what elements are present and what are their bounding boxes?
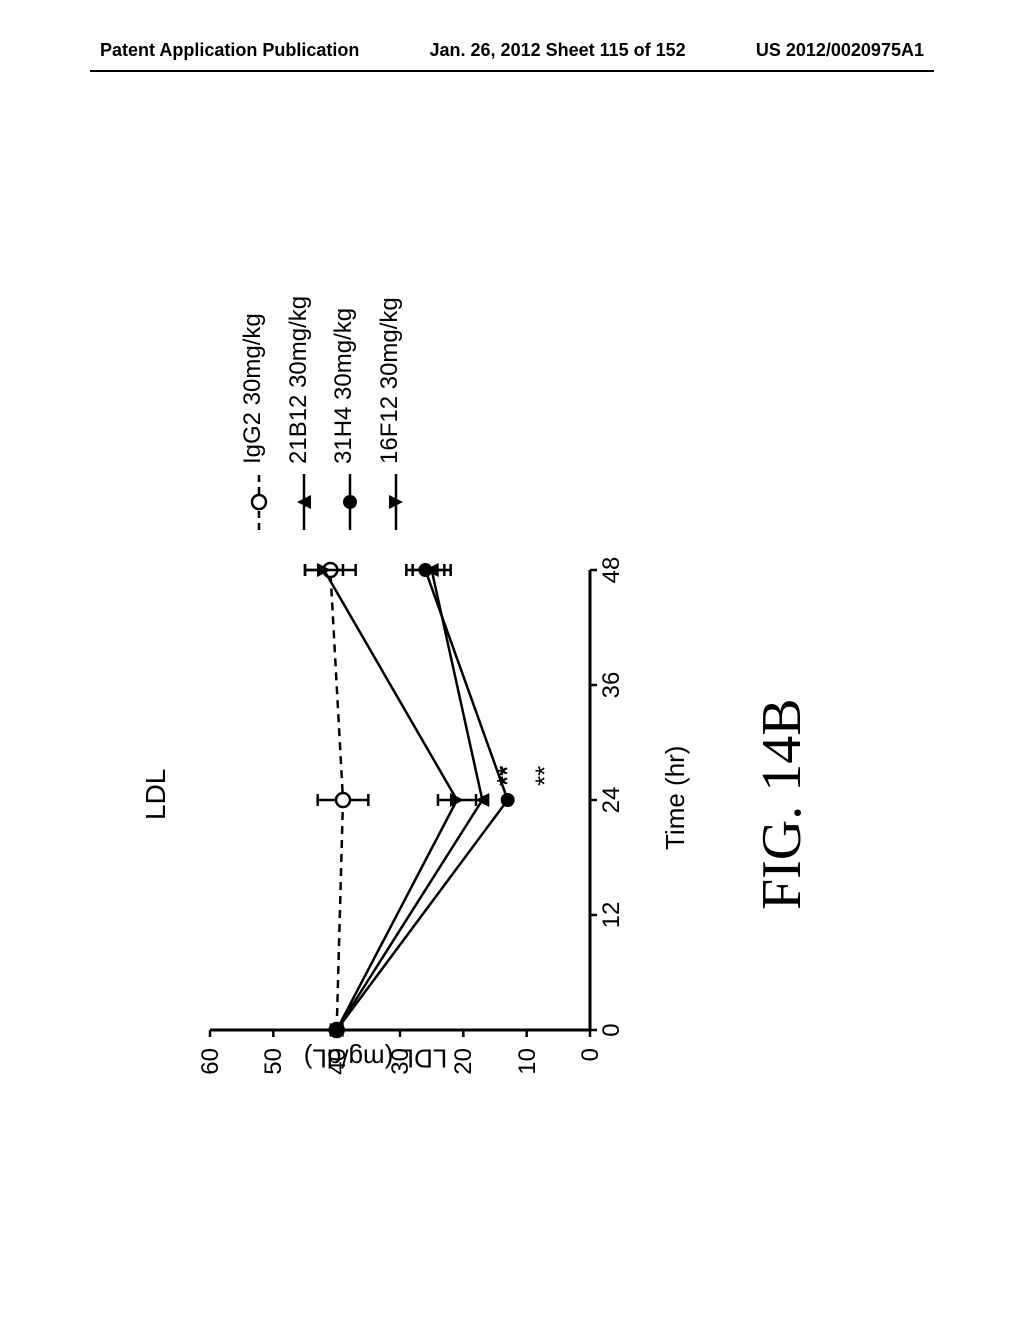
header-left: Patent Application Publication	[100, 40, 359, 61]
x-tick-label: 48	[598, 550, 626, 590]
legend-label: 16F12 30mg/kg	[367, 297, 413, 464]
legend-marker-icon	[286, 474, 310, 530]
legend-item: 16F12 30mg/kg	[367, 296, 413, 530]
y-tick-label: 10	[514, 1048, 542, 1098]
svg-text:**: **	[530, 766, 560, 786]
legend-item: IgG2 30mg/kg	[230, 296, 276, 530]
y-tick-label: 40	[324, 1048, 352, 1098]
plot-region: ********	[200, 560, 620, 1040]
legend-label: 21B12 30mg/kg	[276, 296, 322, 464]
y-tick-label: 50	[260, 1048, 288, 1098]
svg-text:**: **	[491, 766, 521, 786]
legend-item: 21B12 30mg/kg	[276, 296, 322, 530]
figure-label: FIG. 14B	[750, 698, 814, 910]
legend-marker-icon	[378, 474, 402, 530]
header-rule	[90, 70, 934, 72]
legend-item: 31H4 30mg/kg	[321, 296, 367, 530]
legend-label: 31H4 30mg/kg	[321, 308, 367, 464]
legend: IgG2 30mg/kg21B12 30mg/kg31H4 30mg/kg16F…	[230, 296, 412, 530]
y-tick-label: 20	[450, 1048, 478, 1098]
chart-svg: ********	[200, 560, 620, 1040]
chart-title: LDL	[140, 769, 172, 820]
header-center: Jan. 26, 2012 Sheet 115 of 152	[430, 40, 686, 61]
x-tick-label: 24	[598, 780, 626, 820]
rotated-chart: LDL LDL (mg/dL) Time (hr) ******** 01020…	[130, 170, 910, 1170]
legend-label: IgG2 30mg/kg	[230, 313, 276, 464]
header-right: US 2012/0020975A1	[756, 40, 924, 61]
legend-marker-icon	[241, 474, 265, 530]
legend-marker-icon	[332, 474, 356, 530]
figure-container: LDL LDL (mg/dL) Time (hr) ******** 01020…	[120, 180, 900, 1180]
page-header: Patent Application Publication Jan. 26, …	[0, 40, 1024, 61]
x-tick-label: 0	[598, 1010, 626, 1050]
y-tick-label: 60	[197, 1048, 225, 1098]
x-tick-label: 36	[598, 665, 626, 705]
x-axis-label: Time (hr)	[660, 746, 691, 850]
y-tick-label: 0	[577, 1048, 605, 1098]
x-tick-label: 12	[598, 895, 626, 935]
chart-area: LDL LDL (mg/dL) Time (hr) ******** 01020…	[130, 170, 910, 1170]
y-tick-label: 30	[387, 1048, 415, 1098]
